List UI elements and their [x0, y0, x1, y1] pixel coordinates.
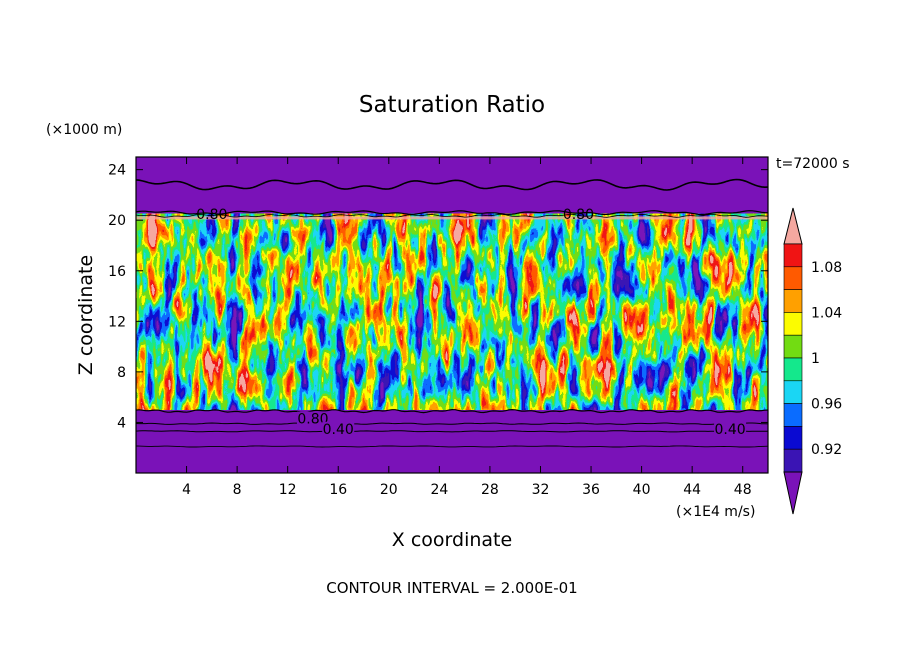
x-tick-label: 8	[233, 482, 242, 498]
x-tick-label: 12	[279, 482, 297, 498]
colorbar-swatch	[783, 357, 803, 382]
y-tick-label: 4	[117, 415, 126, 431]
x-axis-ticks: 4 8 12 16 20 24 28 32 36 40 44 48	[182, 157, 752, 498]
y-tick-label: 8	[117, 365, 126, 381]
colorbar-swatch	[783, 380, 803, 404]
x-tick-label: 44	[683, 482, 701, 498]
contour-label: 0.40	[714, 422, 745, 438]
upper-saturated-streak	[136, 216, 768, 220]
x-unit-label: (×1E4 m/s)	[676, 504, 755, 520]
y-tick-label: 16	[108, 264, 126, 280]
contour-line-lower-2	[136, 430, 768, 433]
colorbar-label: 1	[811, 351, 820, 367]
plot-area: 0.80 0.800.800.40 0.40	[136, 157, 768, 473]
plot-frame	[135, 156, 769, 474]
colorbar	[783, 207, 803, 515]
y-axis-label: Z coordinate	[75, 255, 97, 375]
colorbar-swatch	[783, 334, 803, 359]
y-unit-label: (×1000 m)	[46, 122, 122, 138]
colorbar-label: 1.04	[811, 305, 842, 321]
x-tick-label: 16	[329, 482, 347, 498]
x-tick-label: 4	[182, 482, 191, 498]
contour-line-top-edge-2	[136, 213, 768, 218]
y-tick-label: 20	[108, 213, 126, 229]
contour-line-top-edge	[136, 210, 768, 216]
x-tick-label: 32	[532, 482, 550, 498]
x-tick-label: 24	[430, 482, 448, 498]
time-label: t=72000 s	[776, 156, 850, 172]
contour-label: 0.40	[323, 422, 354, 438]
contour-label: 0.80	[196, 207, 227, 223]
colorbar-labels: 1.08 1.04 1 0.96 0.92	[811, 260, 842, 458]
x-tick-label: 28	[481, 482, 499, 498]
y-tick-label: 12	[108, 314, 126, 330]
turbulent-field	[136, 213, 768, 410]
contour-label-bg	[714, 421, 747, 435]
colorbar-bottom-arrow	[783, 471, 803, 515]
contour-label-bg	[296, 411, 329, 425]
x-axis-label: X coordinate	[392, 529, 512, 551]
colorbar-top-arrow	[783, 207, 803, 245]
chart-title: Saturation Ratio	[359, 92, 545, 118]
colorbar-swatch	[783, 243, 803, 268]
colorbar-swatch	[783, 426, 803, 450]
colorbar-label: 1.08	[811, 260, 842, 276]
contour-line-bottom-edge	[136, 408, 768, 414]
colorbar-label: 0.96	[811, 397, 842, 413]
y-tick-label: 24	[108, 163, 126, 179]
contour-label: 0.80	[563, 207, 594, 223]
x-tick-label: 40	[633, 482, 651, 498]
colorbar-swatch	[783, 289, 803, 313]
contour-line-upper	[136, 178, 768, 191]
contour-label-bg	[322, 421, 355, 435]
x-tick-label: 20	[380, 482, 398, 498]
x-tick-label: 36	[582, 482, 600, 498]
contour-label: 0.80	[297, 412, 328, 428]
colorbar-label: 0.92	[811, 442, 842, 458]
colorbar-swatch	[783, 403, 803, 427]
colorbar-swatch	[783, 448, 803, 473]
contour-line-lower-1	[136, 422, 768, 425]
contour-interval-label: CONTOUR INTERVAL = 2.000E-01	[326, 579, 577, 597]
contour-line-lower-3	[136, 445, 768, 448]
colorbar-swatch	[783, 312, 803, 336]
y-axis-ticks: 4 8 12 16 20 24	[108, 163, 768, 431]
x-tick-label: 48	[734, 482, 752, 498]
colorbar-swatch	[783, 266, 803, 290]
